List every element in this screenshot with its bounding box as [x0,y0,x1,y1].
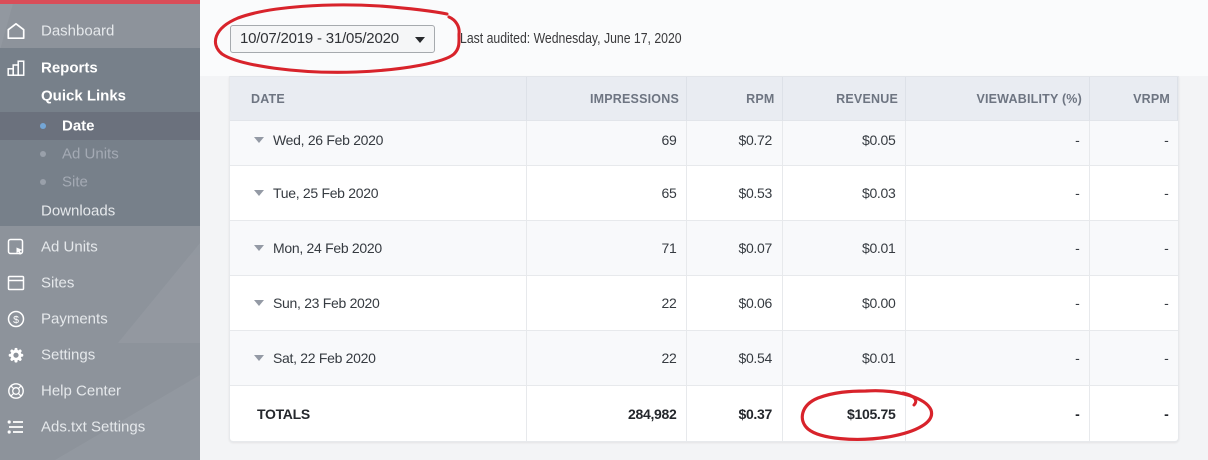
svg-text:$: $ [13,314,19,326]
